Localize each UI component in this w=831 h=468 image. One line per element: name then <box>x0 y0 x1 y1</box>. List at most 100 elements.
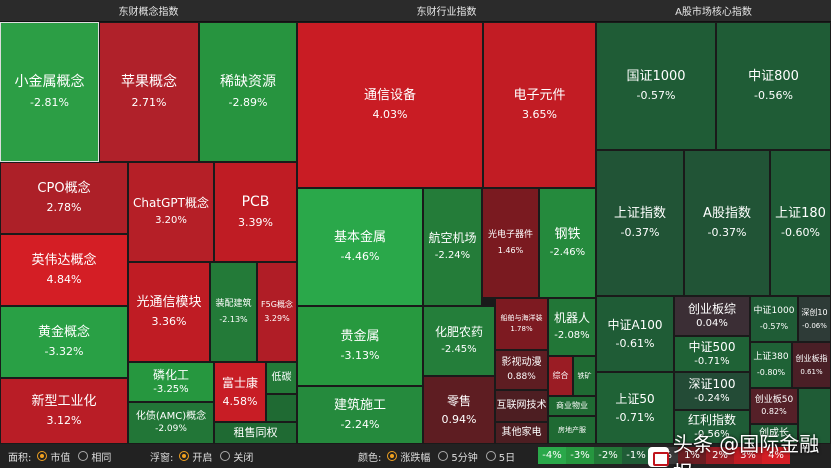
tile-name: 钢铁 <box>554 226 581 242</box>
tile-name: 创业板综 <box>687 301 736 316</box>
color-5min-label[interactable]: 5分钟 <box>451 452 478 464</box>
tile-value: 0.04% <box>696 317 728 329</box>
panel-title-industry: 东财行业指数 <box>297 0 596 22</box>
tile-industry[interactable]: 船舶与海洋装 1.78% <box>495 298 548 350</box>
tile-core[interactable]: 红利指数 -0.56% <box>674 410 750 444</box>
color-5day-label[interactable]: 5日 <box>498 452 516 464</box>
tile-concept[interactable]: 化债(AMC)概念 -2.09% <box>128 402 214 444</box>
tile-industry[interactable]: 零售 0.94% <box>423 376 495 444</box>
tile-core[interactable]: 深证100 -0.24% <box>674 372 750 410</box>
tile-industry[interactable]: 航空机场 -2.24% <box>423 188 482 306</box>
tile-core[interactable]: 国证1000 -0.57% <box>596 22 716 150</box>
tile-industry[interactable]: 钢铁 -2.46% <box>539 188 596 298</box>
tile-core[interactable]: 中证500 -0.71% <box>674 336 750 372</box>
area-equal-radio[interactable] <box>78 451 89 461</box>
tile-industry[interactable]: 铁矿 <box>573 356 596 396</box>
tile-concept[interactable]: 小金属概念 -2.81% <box>0 22 99 162</box>
tile-core[interactable]: 创业板50 0.82% <box>750 388 798 424</box>
tile-value: -2.09% <box>155 424 187 435</box>
float-on-radio[interactable] <box>179 451 190 461</box>
tile-value: -3.32% <box>44 345 84 359</box>
tile-concept[interactable]: 稀缺资源 -2.89% <box>199 22 297 162</box>
tile-name: 船舶与海洋装 <box>500 314 543 323</box>
tile-name: 富士康 <box>221 375 258 390</box>
tile-value: -0.80% <box>756 367 786 377</box>
tile-industry[interactable]: 房地产服 <box>548 416 596 444</box>
tile-industry[interactable]: 化肥农药 -2.45% <box>423 306 495 376</box>
tile-industry[interactable]: 光电子器件 1.46% <box>482 188 539 298</box>
tile-concept[interactable]: 光通信模块 3.36% <box>128 262 210 362</box>
tile-core[interactable]: 创业板综 0.04% <box>674 296 750 336</box>
color-change-label[interactable]: 涨跌幅 <box>400 452 431 464</box>
tile-industry[interactable]: 通信设备 4.03% <box>297 22 483 188</box>
legend-cell: 3% <box>734 447 762 464</box>
tile-value: 4.03% <box>372 108 408 122</box>
tile-industry[interactable]: 基本金属 -4.46% <box>297 188 423 306</box>
tile-industry[interactable]: 综合 <box>548 356 573 396</box>
tile-value: -3.25% <box>153 383 189 395</box>
tile-industry[interactable]: 其他家电 <box>495 422 548 444</box>
tile-concept[interactable]: 富士康 4.58% <box>214 362 266 422</box>
tile-name: 上证380 <box>753 352 789 363</box>
tile-name: 影视动漫 <box>501 357 542 369</box>
tile-core[interactable]: 中证800 -0.56% <box>716 22 831 150</box>
area-market-cap-radio[interactable] <box>37 451 48 461</box>
tile-core[interactable]: 中证A100 -0.61% <box>596 296 674 372</box>
tile-industry[interactable]: 电子元件 3.65% <box>483 22 596 188</box>
color-5day-radio[interactable] <box>485 451 496 461</box>
area-market-cap-label[interactable]: 市值 <box>50 452 71 464</box>
tile-name: 小金属概念 <box>14 74 85 91</box>
tile-core[interactable]: 创业板指 0.61% <box>792 342 831 388</box>
tile-core[interactable]: A股指数 -0.37% <box>684 150 770 296</box>
tile-core[interactable]: 上证50 -0.71% <box>596 372 674 444</box>
tile-industry[interactable]: 贵金属 -3.13% <box>297 306 423 386</box>
tile-concept[interactable]: 低碳 <box>266 362 297 394</box>
tile-core-small[interactable] <box>798 388 831 444</box>
tile-name: 中证A100 <box>607 317 663 332</box>
legend-cell: -3% <box>566 447 594 464</box>
tile-name: 化债(AMC)概念 <box>135 410 207 422</box>
tile-value: -2.81% <box>30 95 69 109</box>
tile-concept-small[interactable] <box>266 394 297 422</box>
tile-name: F5G概念 <box>261 300 293 309</box>
float-off-label[interactable]: 关闭 <box>233 452 254 464</box>
tile-industry[interactable]: 互联网技术 <box>495 390 548 422</box>
float-on-label[interactable]: 开启 <box>192 452 213 464</box>
tile-concept[interactable]: CPO概念 2.78% <box>0 162 128 234</box>
tile-concept[interactable]: 英伟达概念 4.84% <box>0 234 128 306</box>
tile-concept[interactable]: 苹果概念 2.71% <box>99 22 199 162</box>
tile-industry[interactable]: 建筑施工 -2.24% <box>297 386 423 444</box>
tile-name: 建筑施工 <box>333 398 386 413</box>
tile-value: -0.56% <box>694 428 730 440</box>
area-equal-label[interactable]: 相同 <box>91 452 112 464</box>
color-5min-radio[interactable] <box>438 451 449 461</box>
tile-core[interactable]: 深创10 -0.06% <box>798 296 831 342</box>
tile-concept[interactable]: PCB 3.39% <box>214 162 297 262</box>
tile-name: 创业板指 <box>795 353 828 363</box>
core-index-panel: A股市场核心指数 国证1000 -0.57% 中证800 -0.56% 上证指数 -0… <box>596 0 831 444</box>
tile-value: 3.12% <box>46 414 82 428</box>
tile-core[interactable]: 创成长 <box>750 424 798 444</box>
tile-core[interactable]: 上证380 -0.80% <box>750 342 792 388</box>
tile-value: -2.45% <box>441 344 477 356</box>
tile-concept[interactable]: 租售同权 <box>214 422 297 444</box>
tile-name: PCB <box>241 194 270 211</box>
tile-core[interactable]: 中证1000 -0.57% <box>750 296 798 342</box>
tile-concept[interactable]: F5G概念 3.29% <box>257 262 297 362</box>
color-change-radio[interactable] <box>387 451 398 461</box>
tile-name: 光电子器件 <box>487 230 533 241</box>
tile-industry[interactable]: 机器人 -2.08% <box>548 298 596 356</box>
tile-concept[interactable]: 新型工业化 3.12% <box>0 378 128 444</box>
tile-core[interactable]: 上证180 -0.60% <box>770 150 831 296</box>
float-off-radio[interactable] <box>220 451 231 461</box>
tile-concept[interactable]: 磷化工 -3.25% <box>128 362 214 402</box>
concept-index-panel: 东财概念指数 小金属概念 -2.81% 苹果概念 2.71% 稀缺资源 -2.89% … <box>0 0 297 444</box>
tile-concept[interactable]: 黄金概念 -3.32% <box>0 306 128 378</box>
tile-industry[interactable]: 影视动漫 0.88% <box>495 350 548 390</box>
tile-name: 中证800 <box>748 69 799 84</box>
tile-industry[interactable]: 商业物业 <box>548 396 596 416</box>
tile-core[interactable]: 上证指数 -0.37% <box>596 150 684 296</box>
watermark-text: 头条 @国际金融报 <box>672 432 820 468</box>
tile-concept[interactable]: ChatGPT概念 3.20% <box>128 162 214 262</box>
tile-concept[interactable]: 装配建筑 -2.13% <box>210 262 257 362</box>
